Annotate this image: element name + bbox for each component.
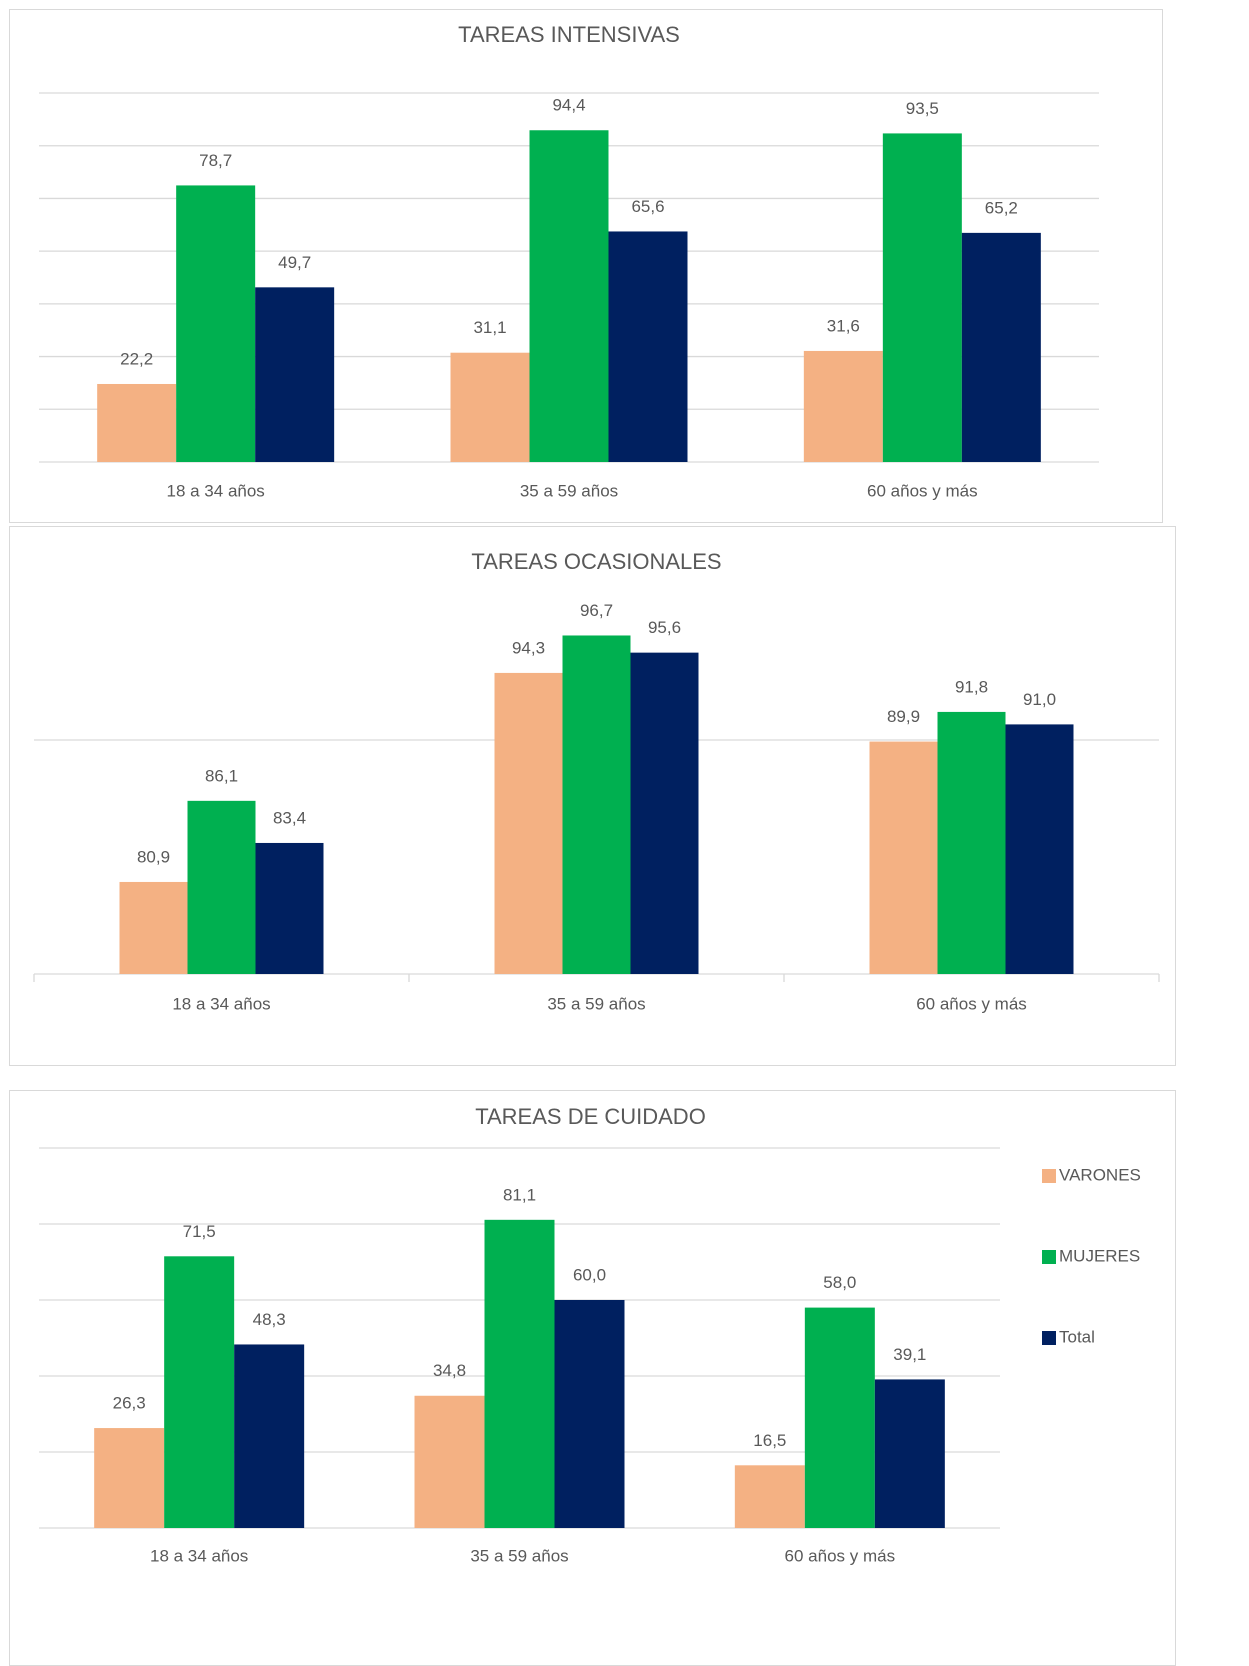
x-tick-label: 35 a 59 años bbox=[520, 481, 618, 500]
bar bbox=[882, 133, 962, 462]
bar bbox=[608, 231, 688, 462]
data-label: 58,0 bbox=[823, 1273, 856, 1292]
data-label: 65,6 bbox=[631, 197, 664, 216]
chart-frame bbox=[9, 9, 1163, 523]
legend-label: VARONES bbox=[1059, 1165, 1141, 1184]
data-label: 95,6 bbox=[648, 618, 681, 637]
x-tick-label: 18 a 34 años bbox=[150, 1546, 248, 1565]
bar bbox=[1005, 724, 1074, 974]
data-label: 91,0 bbox=[1023, 690, 1056, 709]
bar bbox=[494, 672, 563, 974]
x-tick-label: 60 años y más bbox=[916, 994, 1027, 1013]
data-label: 96,7 bbox=[580, 601, 613, 620]
bar bbox=[734, 1465, 805, 1528]
bar bbox=[255, 842, 324, 974]
chart-title: TAREAS DE CUIDADO bbox=[475, 1104, 706, 1129]
data-label: 34,8 bbox=[433, 1361, 466, 1380]
bar bbox=[119, 881, 188, 974]
bar bbox=[803, 350, 883, 462]
legend-label: MUJERES bbox=[1059, 1246, 1140, 1265]
bar bbox=[961, 232, 1041, 462]
bar bbox=[97, 383, 177, 462]
data-label: 94,3 bbox=[512, 638, 545, 657]
data-label: 26,3 bbox=[113, 1394, 146, 1413]
bar bbox=[874, 1379, 945, 1528]
data-label: 83,4 bbox=[273, 808, 306, 827]
bar bbox=[176, 185, 256, 462]
chart-frame bbox=[9, 526, 1176, 1066]
data-label: 48,3 bbox=[253, 1310, 286, 1329]
legend-swatch bbox=[1042, 1169, 1056, 1183]
bar bbox=[94, 1428, 165, 1528]
bar bbox=[554, 1300, 625, 1528]
chart-title: TAREAS INTENSIVAS bbox=[458, 22, 680, 47]
bar bbox=[164, 1256, 235, 1528]
bar bbox=[187, 800, 256, 974]
bar bbox=[234, 1344, 305, 1528]
x-tick-label: 35 a 59 años bbox=[547, 994, 645, 1013]
x-tick-label: 18 a 34 años bbox=[172, 994, 270, 1013]
data-label: 60,0 bbox=[573, 1265, 606, 1284]
bar bbox=[450, 352, 530, 462]
bar bbox=[804, 1307, 875, 1528]
bar bbox=[529, 130, 609, 462]
legend-swatch bbox=[1042, 1250, 1056, 1264]
x-tick-label: 35 a 59 años bbox=[470, 1546, 568, 1565]
legend-swatch bbox=[1042, 1331, 1056, 1345]
bar bbox=[937, 711, 1006, 974]
bar bbox=[255, 287, 335, 462]
data-label: 49,7 bbox=[278, 253, 311, 272]
data-label: 31,1 bbox=[473, 318, 506, 337]
x-tick-label: 60 años y más bbox=[867, 481, 978, 500]
data-label: 22,2 bbox=[120, 349, 153, 368]
bar bbox=[562, 635, 631, 974]
data-label: 86,1 bbox=[205, 766, 238, 785]
bar bbox=[414, 1395, 485, 1528]
data-label: 65,2 bbox=[985, 198, 1018, 217]
data-label: 71,5 bbox=[183, 1222, 216, 1241]
bar bbox=[869, 741, 938, 974]
chart-title: TAREAS OCASIONALES bbox=[471, 549, 721, 574]
x-tick-label: 18 a 34 años bbox=[167, 481, 265, 500]
data-label: 31,6 bbox=[827, 316, 860, 335]
bar bbox=[484, 1219, 555, 1528]
legend-label: Total bbox=[1059, 1327, 1095, 1346]
bar bbox=[630, 652, 699, 974]
data-label: 80,9 bbox=[137, 847, 170, 866]
data-label: 94,4 bbox=[552, 96, 585, 115]
x-tick-label: 60 años y más bbox=[785, 1546, 896, 1565]
data-label: 39,1 bbox=[893, 1345, 926, 1364]
data-label: 91,8 bbox=[955, 677, 988, 696]
data-label: 89,9 bbox=[887, 707, 920, 726]
data-label: 93,5 bbox=[906, 99, 939, 118]
data-label: 78,7 bbox=[199, 151, 232, 170]
data-label: 16,5 bbox=[753, 1431, 786, 1450]
data-label: 81,1 bbox=[503, 1185, 536, 1204]
